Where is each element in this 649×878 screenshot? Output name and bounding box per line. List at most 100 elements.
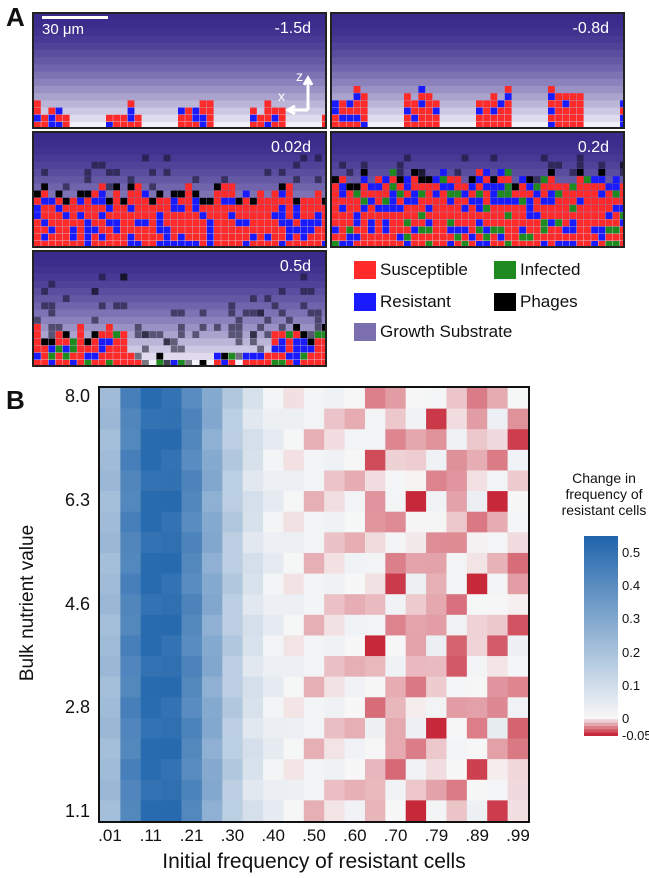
cell [440, 205, 447, 212]
heatmap-cell [181, 408, 203, 430]
cell [286, 233, 293, 241]
cell [432, 176, 440, 183]
cell [178, 190, 185, 198]
cell [461, 190, 469, 198]
cell [382, 219, 390, 227]
heatmap-cell [161, 511, 183, 533]
substrate-band [34, 78, 325, 87]
cell [278, 226, 286, 234]
cell [206, 197, 214, 205]
colorbar-segment [584, 719, 618, 724]
cell [142, 226, 149, 234]
cell [440, 241, 447, 246]
cell [569, 122, 577, 127]
cell [461, 233, 469, 241]
cell [106, 233, 113, 241]
cell [62, 122, 70, 127]
cell [293, 205, 300, 212]
cell [555, 114, 562, 122]
cell [322, 331, 325, 338]
cell [314, 338, 322, 346]
cell [404, 226, 411, 234]
cell [185, 107, 192, 115]
cell [55, 122, 63, 127]
cell [368, 241, 375, 246]
heatmap-cell [426, 635, 447, 657]
snapshot-frame-5: 0.5d [32, 250, 327, 367]
heatmap-cell [161, 449, 183, 471]
heatmap-cell [344, 429, 366, 451]
cell [584, 190, 591, 198]
heatmap-cell [446, 573, 468, 595]
cell [257, 219, 264, 227]
cell [34, 345, 41, 353]
cell [483, 114, 490, 122]
heatmap-cell [385, 449, 407, 471]
cell [120, 197, 128, 205]
cell [206, 122, 214, 127]
cell [120, 338, 128, 346]
cell [368, 205, 375, 212]
cell [576, 241, 584, 246]
cell [504, 114, 512, 122]
cell [242, 226, 250, 234]
cell [106, 205, 113, 212]
cell [307, 212, 315, 219]
cell [584, 205, 591, 212]
heatmap-cell [405, 614, 427, 636]
cell [605, 219, 613, 227]
heatmap-cell [466, 532, 488, 554]
phage [235, 324, 243, 331]
cell [127, 183, 135, 191]
heatmap-cell [385, 676, 407, 698]
heatmap-cell [263, 800, 284, 822]
cell [307, 205, 315, 212]
phage [300, 273, 308, 281]
cell [612, 241, 620, 246]
cell [512, 212, 519, 219]
heatmap-cell [405, 635, 427, 657]
cell [576, 212, 584, 219]
cell [84, 345, 92, 353]
colorbar-segment [584, 726, 618, 730]
cell [278, 205, 286, 212]
cell [440, 190, 447, 198]
heatmap-cell [303, 594, 325, 616]
cell [504, 93, 512, 100]
heatmap-cell [201, 449, 223, 471]
substrate-band [34, 288, 325, 296]
x-tick-label: .99 [506, 826, 530, 845]
cell [314, 190, 322, 198]
cell [461, 197, 469, 205]
cell [55, 114, 63, 122]
cell [490, 233, 498, 241]
cell [382, 226, 390, 234]
cell [34, 197, 41, 205]
heatmap-cell [487, 532, 509, 554]
cell [512, 197, 519, 205]
cell [286, 352, 293, 360]
substrate-band [34, 35, 325, 44]
biofilm-grid [34, 14, 325, 127]
heatmap-cell [100, 759, 121, 781]
cell [192, 190, 200, 198]
heatmap-cell [222, 614, 244, 636]
phage [98, 273, 106, 281]
cell [113, 183, 120, 191]
cell [98, 338, 106, 346]
cell [497, 205, 505, 212]
cell [339, 100, 346, 108]
heatmap-cell [140, 614, 162, 636]
phage [62, 183, 70, 191]
cell [598, 233, 606, 241]
cell [278, 219, 286, 227]
cell [411, 233, 418, 241]
cell [127, 190, 135, 198]
heatmap-cell [426, 532, 447, 554]
x-tick-label: .01 [98, 826, 122, 845]
heatmap-cell [344, 388, 366, 410]
cell [257, 360, 264, 365]
substrate-band [332, 57, 623, 65]
heatmap-cell [364, 614, 386, 636]
heatmap-cell [385, 614, 407, 636]
